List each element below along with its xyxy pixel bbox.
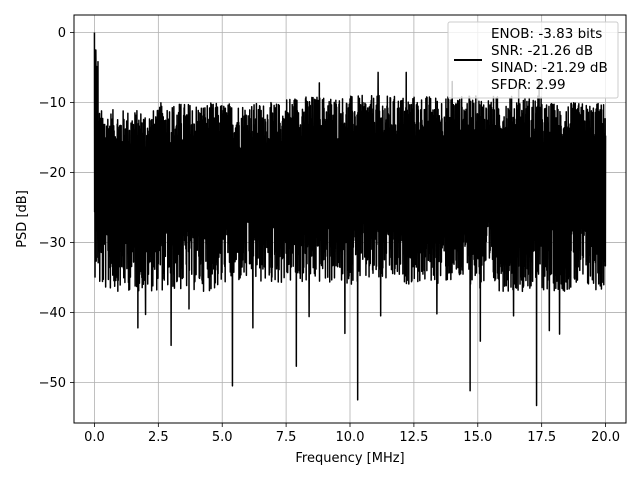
y-tick-label: −40 [39,306,66,321]
legend-entry-sfdr: SFDR: 2.99 [491,77,566,93]
x-axis-label: Frequency [MHz] [295,451,404,466]
legend-box [447,21,619,99]
x-tick-label: 0.0 [84,430,105,445]
y-axis-label: PSD [dB] [15,190,30,248]
x-tick-label: 15.0 [463,430,492,445]
x-tick-label: 2.5 [148,430,169,445]
y-tick-label: −30 [39,236,66,251]
y-tick-label: −10 [39,96,66,111]
legend-entry-sinad: SINAD: -21.29 dB [491,60,608,76]
x-tick-label: 20.0 [591,430,620,445]
x-tick-label: 5.0 [212,430,233,445]
psd-series-line [93,32,607,407]
x-tick-label: 12.5 [399,430,428,445]
legend-entry-enob: ENOB: -3.83 bits [491,26,602,42]
y-tick-label: 0 [58,26,66,41]
x-tick-label: 17.5 [527,430,556,445]
legend: ENOB: -3.83 bits SNR: -21.26 dB SINAD: -… [447,21,619,99]
x-tick-labels: 0.0 2.5 5.0 7.5 10.0 12.5 15.0 17.5 20.0 [84,430,620,445]
y-tick-label: −20 [39,166,66,181]
y-tick-label: −50 [39,376,66,391]
y-tick-labels: 0 −10 −20 −30 −40 −50 [39,26,66,391]
x-tick-label: 10.0 [336,430,365,445]
legend-entry-snr: SNR: -21.26 dB [491,43,593,59]
series-layer [93,32,607,407]
x-tick-label: 7.5 [276,430,297,445]
tick-marks [70,32,606,427]
